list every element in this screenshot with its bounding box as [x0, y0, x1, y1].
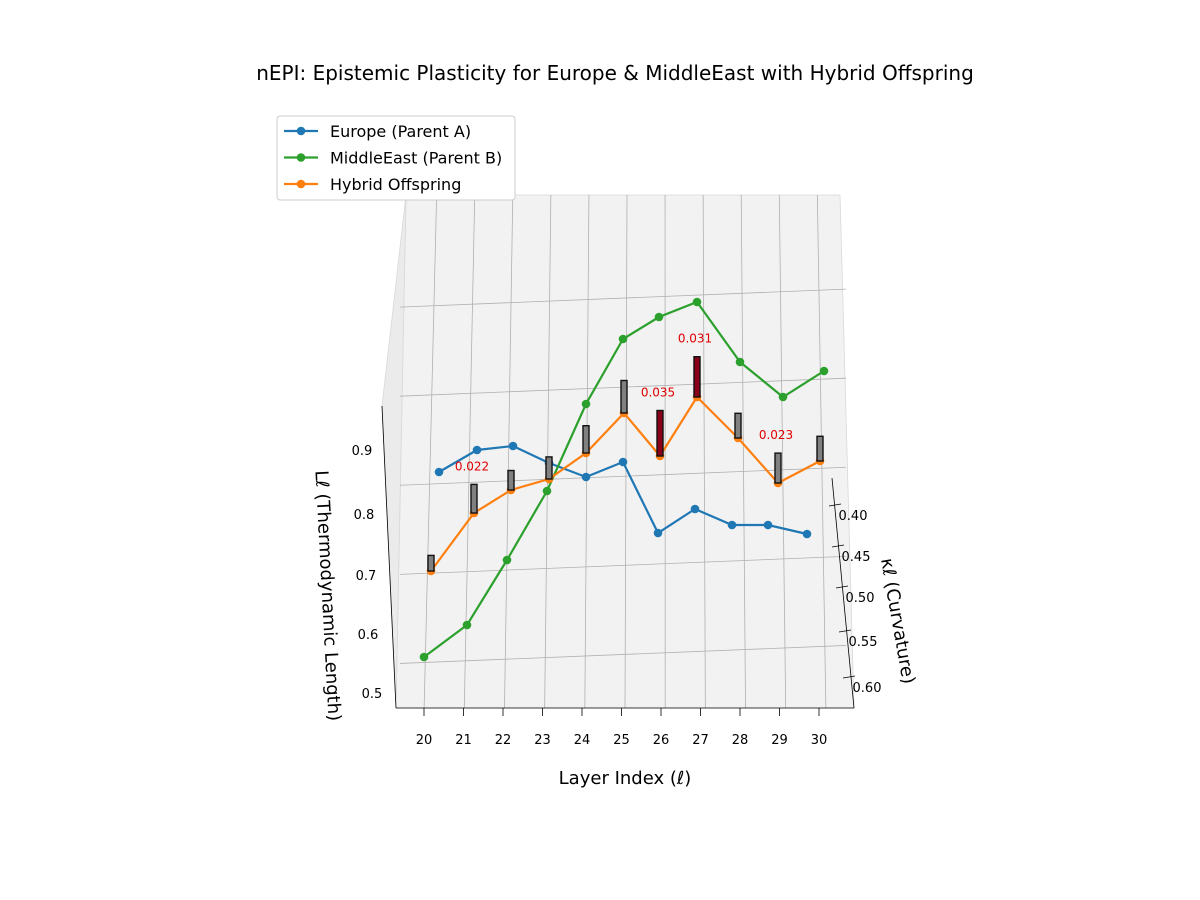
x-tick-label-3: 23 — [534, 733, 551, 748]
z-tick-label-0: 0.5 — [362, 687, 383, 702]
epsilon-bar-6 — [656, 409, 664, 457]
epsilon-bar-2 — [507, 469, 515, 491]
z-tick-label-4: 0.9 — [352, 444, 373, 459]
grid-x-8 — [740, 194, 746, 709]
series-point-1-4 — [581, 399, 591, 409]
epsilon-bar-3 — [545, 456, 553, 480]
z-tick-label-2: 0.7 — [356, 569, 377, 584]
series-point-1-5 — [618, 334, 628, 344]
grid-x-7 — [702, 194, 706, 709]
axis-lines — [381, 405, 855, 709]
y-axis-label: κℓ (Curvature) — [876, 556, 919, 685]
z-tick-label-1: 0.6 — [358, 628, 379, 643]
y-tick-mark-4 — [842, 675, 856, 679]
grid-z-4 — [399, 288, 847, 308]
x-tick-label-7: 27 — [692, 733, 709, 748]
series-point-0-1 — [472, 445, 482, 455]
series-point-1-7 — [692, 297, 702, 307]
series-point-0-9 — [763, 520, 773, 530]
y-tick-mark-1 — [831, 544, 845, 548]
annotation-0: 0.022 — [455, 459, 489, 473]
series-point-0-6 — [653, 528, 663, 538]
legend-label-0: Europe (Parent A) — [330, 122, 471, 141]
series-0 — [434, 441, 812, 539]
y-tick-label-0: 0.40 — [839, 509, 868, 524]
x-tick-label-9: 29 — [771, 733, 788, 748]
series-point-0-10 — [802, 529, 812, 539]
y-tick-label-1: 0.45 — [842, 550, 871, 565]
grid-z-2 — [399, 466, 847, 486]
epsilon-bar-1 — [470, 483, 478, 514]
legend-box — [276, 115, 516, 201]
series-point-1-8 — [735, 357, 745, 367]
x-tick-label-4: 24 — [574, 733, 591, 748]
series-point-1-10 — [819, 366, 829, 376]
y-tick-label-2: 0.50 — [846, 591, 875, 606]
axis-panes — [381, 194, 855, 709]
legend-label-2: Hybrid Offspring — [330, 175, 461, 194]
x-tick-label-8: 28 — [732, 733, 749, 748]
z-tick-label-3: 0.8 — [354, 508, 375, 523]
epsilon-bar-0 — [427, 554, 435, 572]
x-tick-label-0: 20 — [416, 733, 433, 748]
x-axis-label: Layer Index (ℓ) — [559, 768, 692, 789]
grid-x-9 — [778, 194, 787, 709]
legend: Europe (Parent A) MiddleEast (Parent B) Hy… — [276, 115, 516, 201]
x-tick-label-2: 22 — [495, 733, 512, 748]
grid-x-5 — [624, 194, 628, 709]
grid-z-0 — [399, 645, 847, 664]
series-point-0-7 — [690, 504, 700, 514]
annotation-2: 0.031 — [678, 332, 712, 346]
z-axis-label: Lℓ (Thermodynamic Length) — [310, 470, 344, 722]
chart-title: nEPI: Epistemic Plasticity for Europe & … — [256, 61, 974, 85]
legend-marker-2 — [296, 179, 306, 189]
epsilon-bar-7 — [693, 356, 701, 398]
epsilon-bar-4 — [582, 425, 590, 454]
annotation-1: 0.035 — [641, 386, 675, 400]
x-tick-label-5: 25 — [613, 733, 630, 748]
grid-x-2 — [504, 194, 514, 709]
x-tick-label-10: 30 — [811, 733, 828, 748]
series-point-0-4 — [581, 472, 591, 482]
series-point-1-1 — [462, 620, 472, 630]
annotations: 0.022 0.035 0.031 0.023 — [455, 332, 793, 474]
series-point-1-0 — [419, 652, 429, 662]
epsilon-bar-8 — [734, 412, 742, 439]
y-tick-mark-0 — [828, 503, 842, 507]
series-point-1-9 — [778, 392, 788, 402]
series-point-0-0 — [434, 467, 444, 477]
y-tick-mark-2 — [835, 585, 849, 589]
x-tick-label-6: 26 — [653, 733, 670, 748]
x-tick-label-1: 21 — [455, 733, 472, 748]
y-tick-label-4: 0.60 — [853, 681, 882, 696]
legend-marker-1 — [296, 153, 306, 162]
series-point-0-2 — [508, 441, 518, 451]
z-axis-line — [381, 405, 397, 709]
epsilon-bars — [427, 356, 824, 572]
legend-marker-0 — [296, 126, 306, 136]
series-point-1-2 — [502, 555, 512, 565]
grid-z-1 — [399, 555, 847, 575]
series-1 — [419, 297, 829, 662]
annotation-3: 0.023 — [759, 428, 793, 442]
grid-x-0 — [423, 194, 438, 709]
y-tick-label-3: 0.55 — [849, 635, 878, 650]
legend-label-1: MiddleEast (Parent B) — [330, 149, 502, 168]
grid-x-3 — [544, 194, 552, 709]
epsilon-bar-5 — [620, 379, 628, 414]
y-tick-mark-3 — [838, 629, 852, 633]
series-point-1-6 — [654, 312, 664, 322]
y-axis-line — [831, 477, 855, 709]
tick-labels: 20 21 22 23 24 25 26 27 28 29 30 0.40 0.45 0.50 0.55 0.… — [352, 444, 882, 748]
epsilon-bar-10 — [816, 435, 824, 462]
series-point-0-5 — [618, 457, 628, 467]
epsilon-bar-9 — [774, 452, 782, 484]
series-point-1-3 — [542, 486, 552, 496]
series-point-0-8 — [727, 520, 737, 530]
